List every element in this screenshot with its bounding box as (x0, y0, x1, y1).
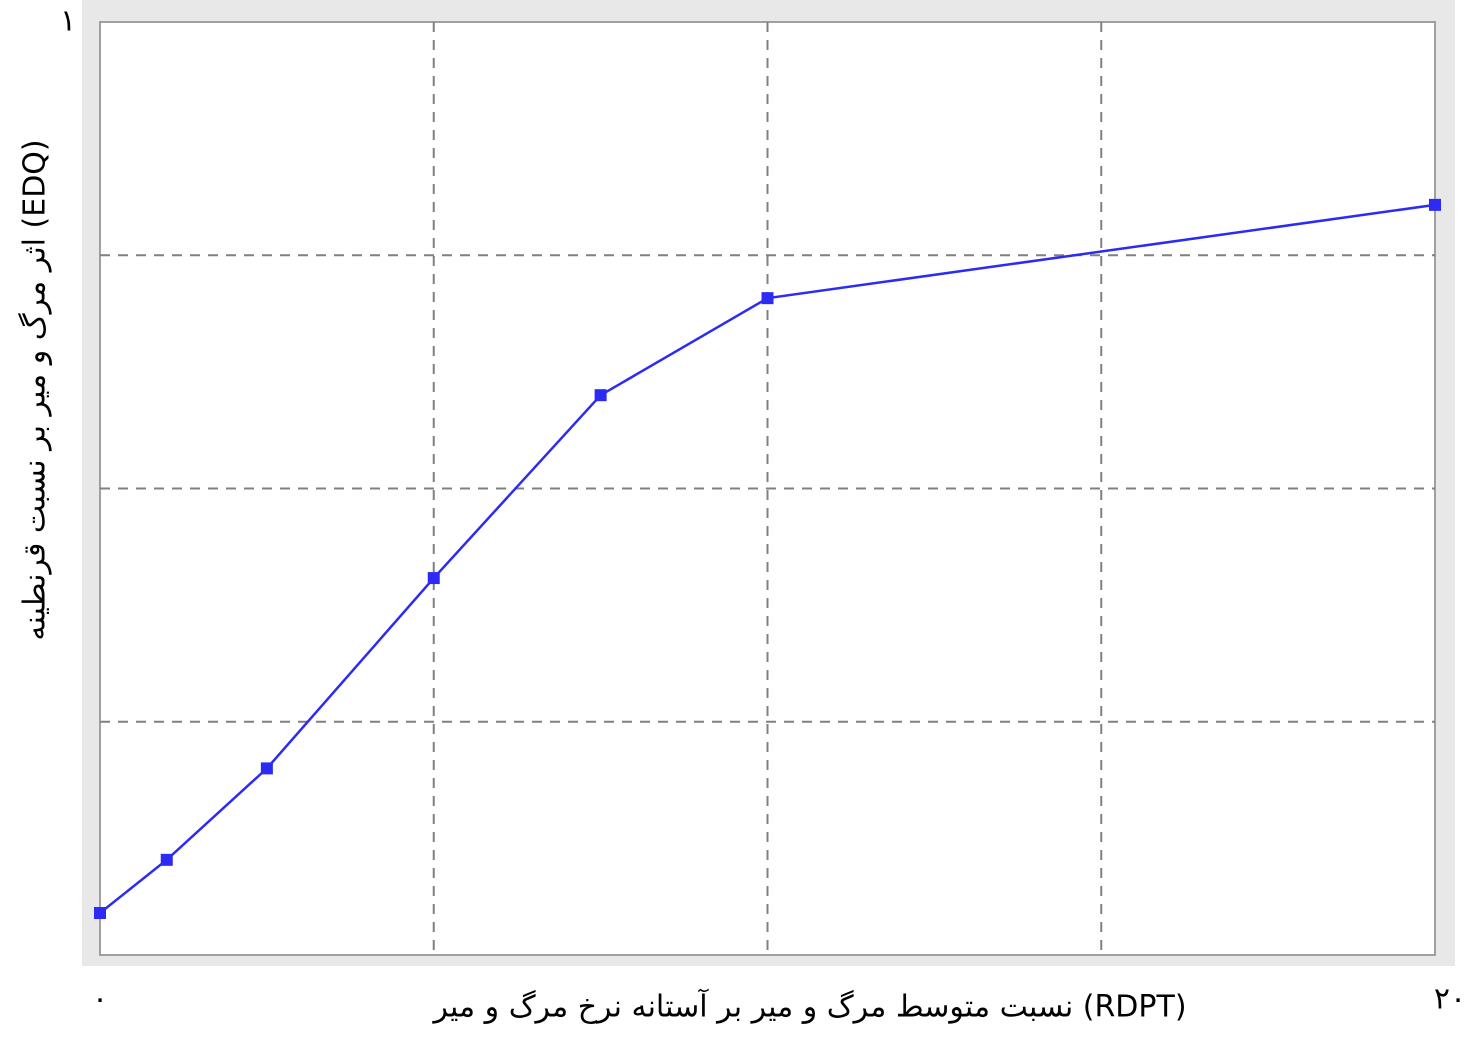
x-axis-title: نسبت متوسط مرگ و میر بر آستانه نرخ مرگ و… (431, 989, 1186, 1025)
point-marker (594, 389, 607, 402)
point-marker (160, 853, 173, 866)
point-marker (761, 292, 774, 305)
y-tick-label: ١ (60, 4, 76, 39)
x-tick-label: ٠ (92, 982, 108, 1017)
point-marker (1429, 198, 1441, 211)
point-marker (94, 907, 106, 920)
y-axis-title: اثر مرگ و میر بر نسبت قرنطینه (EDQ) (17, 139, 53, 640)
point-marker (427, 572, 440, 585)
point-marker (260, 762, 273, 775)
x-tick-label: ٢٠ (1434, 982, 1466, 1017)
